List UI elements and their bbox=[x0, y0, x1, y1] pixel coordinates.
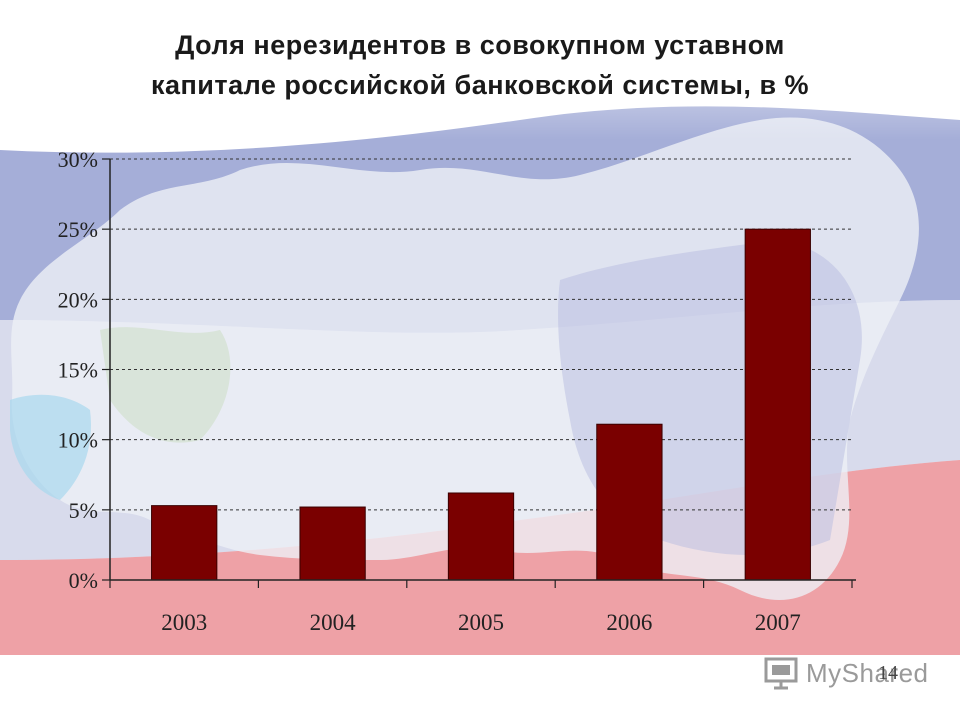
chart-title-line-2: капитале российской банковской системы, … bbox=[150, 70, 810, 100]
x-axis-tick-labels: 2003 2004 2005 2006 2007 bbox=[161, 610, 801, 635]
presentation-icon bbox=[764, 657, 798, 690]
x-tick-label: 2005 bbox=[458, 610, 504, 635]
x-tick-label: 2006 bbox=[606, 610, 652, 635]
watermark-text: MyShared bbox=[806, 658, 929, 688]
bar-2006 bbox=[596, 423, 663, 581]
bars bbox=[151, 228, 811, 581]
bar-2003 bbox=[151, 505, 218, 581]
page-number: 14 bbox=[878, 662, 898, 684]
y-tick-label: 0% bbox=[69, 568, 98, 593]
bar-2007 bbox=[744, 228, 811, 581]
y-axis-tick-labels: 0% 5% 10% 15% 20% 25% 30% bbox=[58, 147, 98, 593]
watermark: MyShared bbox=[764, 656, 944, 692]
x-tick-label: 2007 bbox=[755, 610, 801, 635]
y-tick-label: 15% bbox=[58, 358, 98, 383]
bar-2005 bbox=[447, 492, 515, 581]
y-tick-label: 20% bbox=[58, 287, 98, 312]
y-tick-label: 5% bbox=[69, 498, 98, 523]
y-tick-label: 25% bbox=[58, 217, 98, 242]
y-tick-label: 10% bbox=[58, 428, 98, 453]
grid-lines bbox=[110, 158, 852, 511]
bar-2004 bbox=[299, 506, 366, 581]
x-tick-label: 2003 bbox=[161, 610, 207, 635]
y-tick-label: 30% bbox=[58, 147, 98, 172]
x-tick-label: 2004 bbox=[310, 610, 357, 635]
axes bbox=[102, 158, 856, 588]
chart-title-line-1: Доля нерезидентов в совокупном уставном bbox=[175, 30, 785, 60]
